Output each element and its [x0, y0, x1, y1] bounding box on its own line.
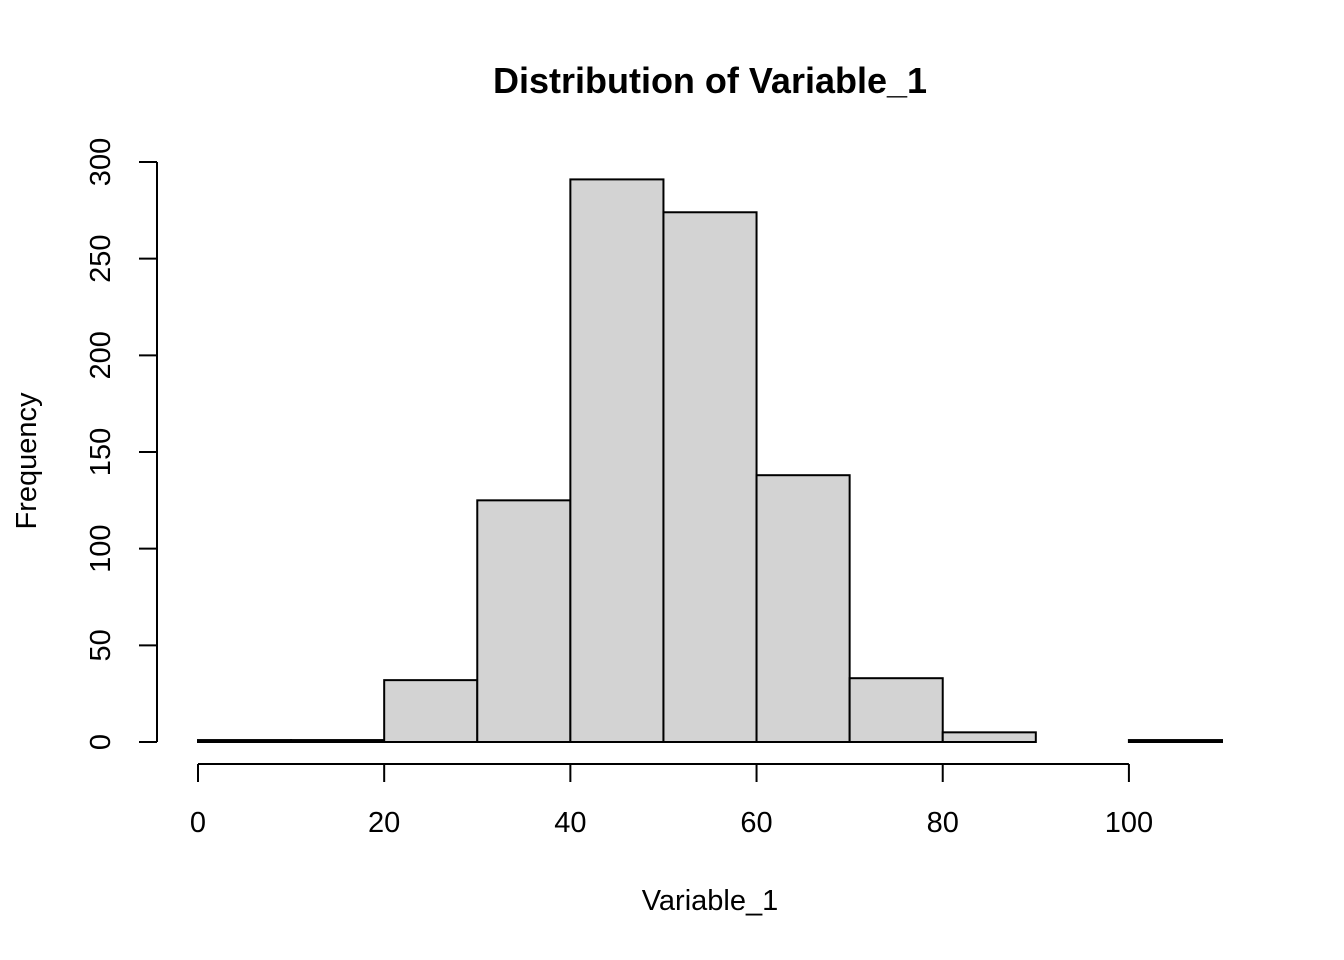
- histogram-bar: [383, 679, 479, 744]
- histogram-bar: [755, 474, 851, 743]
- histogram-bar: [662, 211, 758, 743]
- x-tick-label: 20: [368, 807, 400, 839]
- y-tick-label: 50: [85, 629, 117, 661]
- histogram-bar: [848, 677, 944, 744]
- y-axis-label: Frequency: [11, 392, 43, 530]
- y-tick-label: 150: [85, 428, 117, 476]
- x-tick-label: 80: [927, 807, 959, 839]
- y-tick-label: 200: [85, 331, 117, 379]
- x-tick-label: 100: [1105, 807, 1153, 839]
- y-axis: 0 50 100 150 200 250 300: [85, 138, 158, 750]
- histogram-bar: [569, 178, 665, 743]
- x-tick-label: 60: [740, 807, 772, 839]
- chart-title: Distribution of Variable_1: [493, 60, 927, 101]
- bars-group: [197, 178, 1223, 744]
- x-tick-label: 0: [190, 807, 206, 839]
- histogram-bar: [1127, 739, 1223, 743]
- y-tick-label: 100: [85, 524, 117, 572]
- y-tick-label: 0: [85, 734, 117, 750]
- histogram-bar: [290, 739, 386, 743]
- histogram-bar: [197, 739, 293, 743]
- y-tick-label: 300: [85, 138, 117, 186]
- x-axis: 0 20 40 60 80 100: [190, 763, 1153, 839]
- x-tick-label: 40: [554, 807, 586, 839]
- histogram-bar: [941, 731, 1037, 743]
- histogram-bar: [476, 499, 572, 744]
- y-tick-label: 250: [85, 234, 117, 282]
- x-axis-label: Variable_1: [642, 885, 779, 917]
